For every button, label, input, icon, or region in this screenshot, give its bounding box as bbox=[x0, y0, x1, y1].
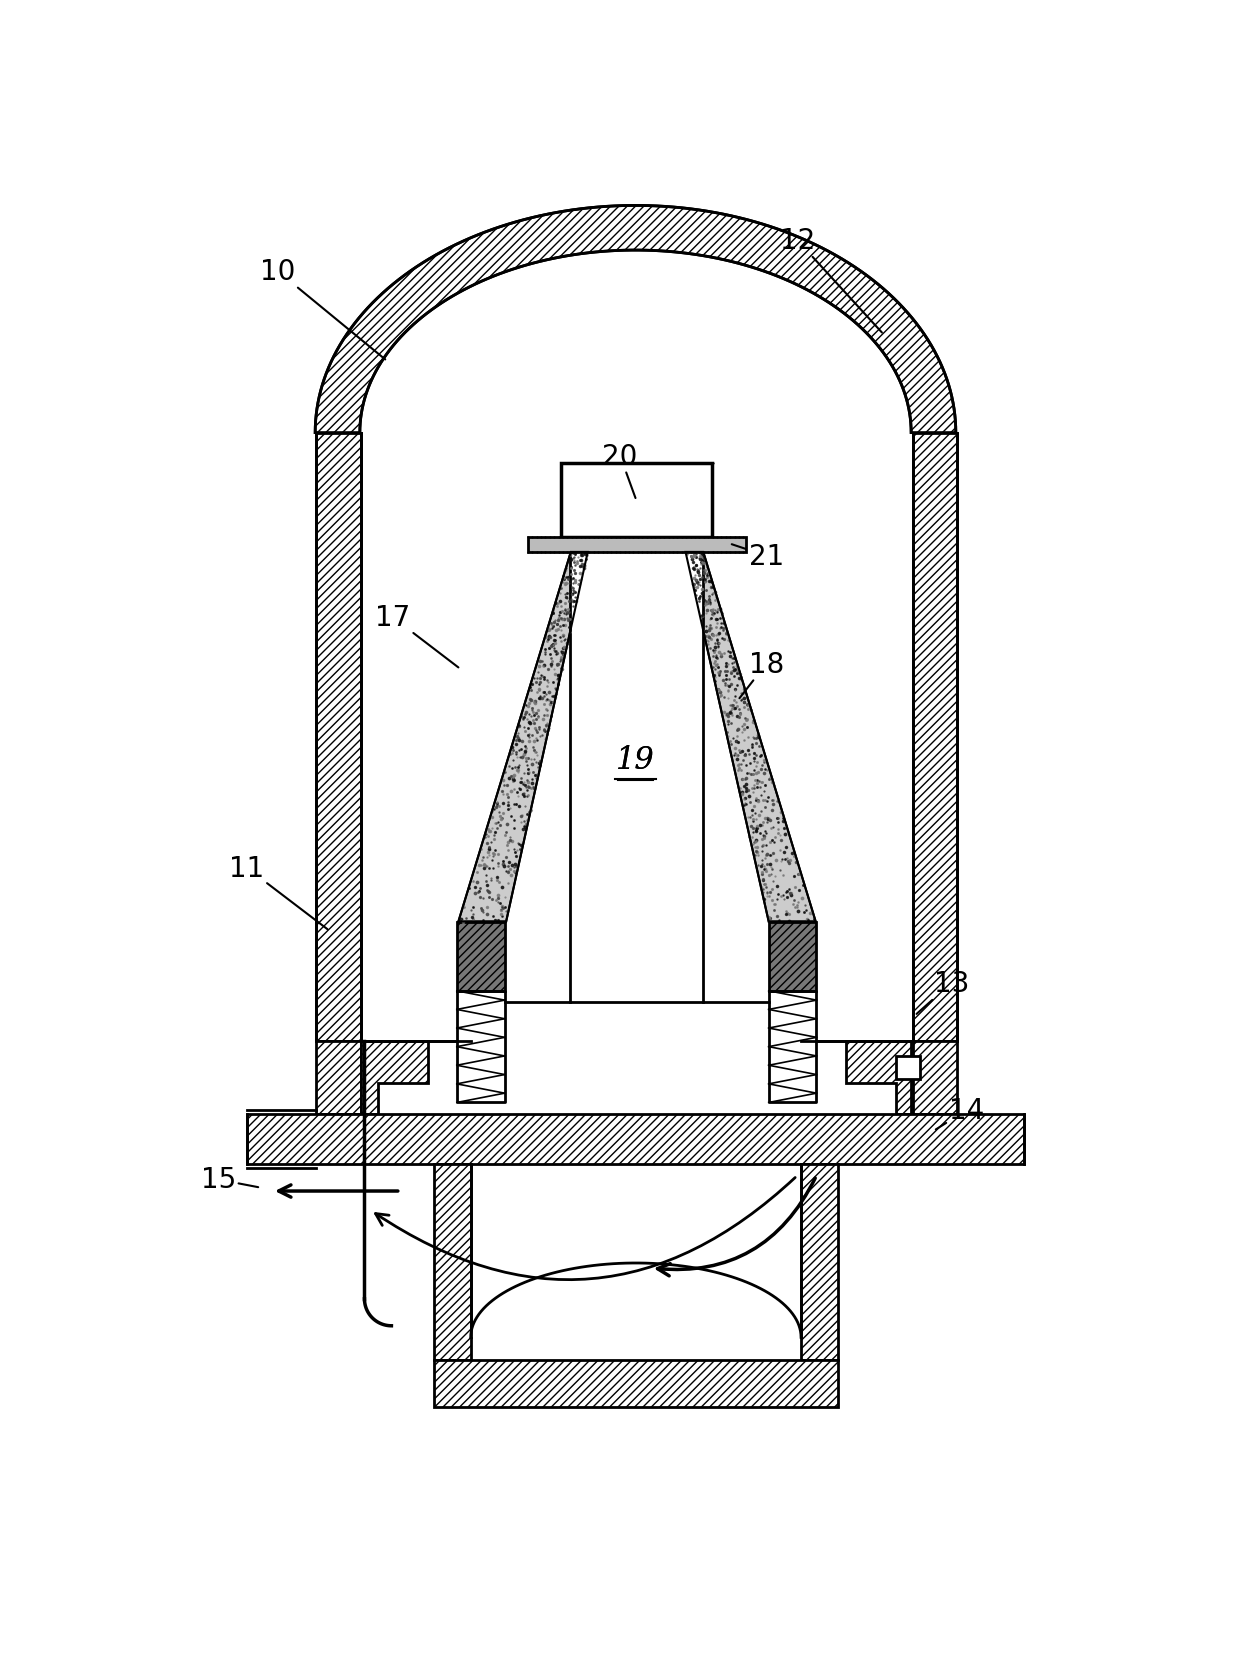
Bar bbox=[570, 541, 703, 1003]
Text: 10: 10 bbox=[259, 258, 386, 361]
Text: 19: 19 bbox=[616, 745, 655, 776]
Polygon shape bbox=[471, 1263, 801, 1337]
Text: 13: 13 bbox=[916, 970, 968, 1015]
Polygon shape bbox=[316, 434, 361, 1041]
Text: 19: 19 bbox=[616, 745, 655, 776]
Polygon shape bbox=[316, 1041, 361, 1114]
Polygon shape bbox=[686, 553, 816, 922]
Text: 17: 17 bbox=[376, 604, 459, 669]
Text: 15: 15 bbox=[201, 1165, 258, 1193]
Bar bbox=[456, 922, 505, 991]
Text: 14: 14 bbox=[936, 1097, 985, 1130]
Polygon shape bbox=[434, 1360, 838, 1407]
Bar bbox=[769, 922, 816, 991]
Polygon shape bbox=[434, 1165, 471, 1360]
Text: 18: 18 bbox=[739, 650, 784, 698]
Text: 12: 12 bbox=[780, 227, 882, 333]
Text: 11: 11 bbox=[229, 854, 327, 930]
Polygon shape bbox=[315, 207, 956, 434]
Polygon shape bbox=[361, 434, 911, 1041]
Polygon shape bbox=[913, 434, 957, 1041]
Polygon shape bbox=[361, 1041, 428, 1114]
Polygon shape bbox=[360, 252, 913, 434]
Bar bbox=[528, 538, 745, 553]
Bar bbox=[560, 463, 713, 538]
Polygon shape bbox=[459, 553, 588, 922]
Polygon shape bbox=[913, 1041, 957, 1114]
Polygon shape bbox=[895, 1056, 920, 1079]
Text: 20: 20 bbox=[603, 442, 637, 498]
Polygon shape bbox=[247, 1114, 1024, 1165]
Text: 21: 21 bbox=[732, 543, 784, 571]
Polygon shape bbox=[801, 1165, 838, 1360]
Polygon shape bbox=[846, 1041, 911, 1114]
